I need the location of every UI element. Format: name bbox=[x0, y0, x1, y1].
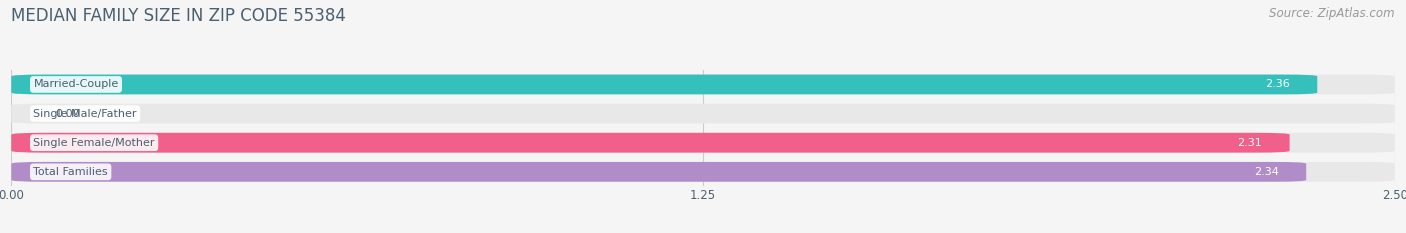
Text: Source: ZipAtlas.com: Source: ZipAtlas.com bbox=[1270, 7, 1395, 20]
Text: 2.31: 2.31 bbox=[1237, 138, 1263, 148]
Text: Single Female/Mother: Single Female/Mother bbox=[34, 138, 155, 148]
Text: Married-Couple: Married-Couple bbox=[34, 79, 118, 89]
FancyBboxPatch shape bbox=[11, 104, 1395, 123]
Text: 2.34: 2.34 bbox=[1254, 167, 1278, 177]
Text: Single Male/Father: Single Male/Father bbox=[34, 109, 136, 119]
Text: 0.00: 0.00 bbox=[55, 109, 80, 119]
FancyBboxPatch shape bbox=[11, 162, 1306, 182]
FancyBboxPatch shape bbox=[11, 133, 1395, 153]
Text: 2.36: 2.36 bbox=[1265, 79, 1289, 89]
Text: Total Families: Total Families bbox=[34, 167, 108, 177]
FancyBboxPatch shape bbox=[11, 75, 1395, 94]
FancyBboxPatch shape bbox=[11, 133, 1289, 153]
FancyBboxPatch shape bbox=[11, 75, 1317, 94]
Text: MEDIAN FAMILY SIZE IN ZIP CODE 55384: MEDIAN FAMILY SIZE IN ZIP CODE 55384 bbox=[11, 7, 346, 25]
FancyBboxPatch shape bbox=[11, 162, 1395, 182]
